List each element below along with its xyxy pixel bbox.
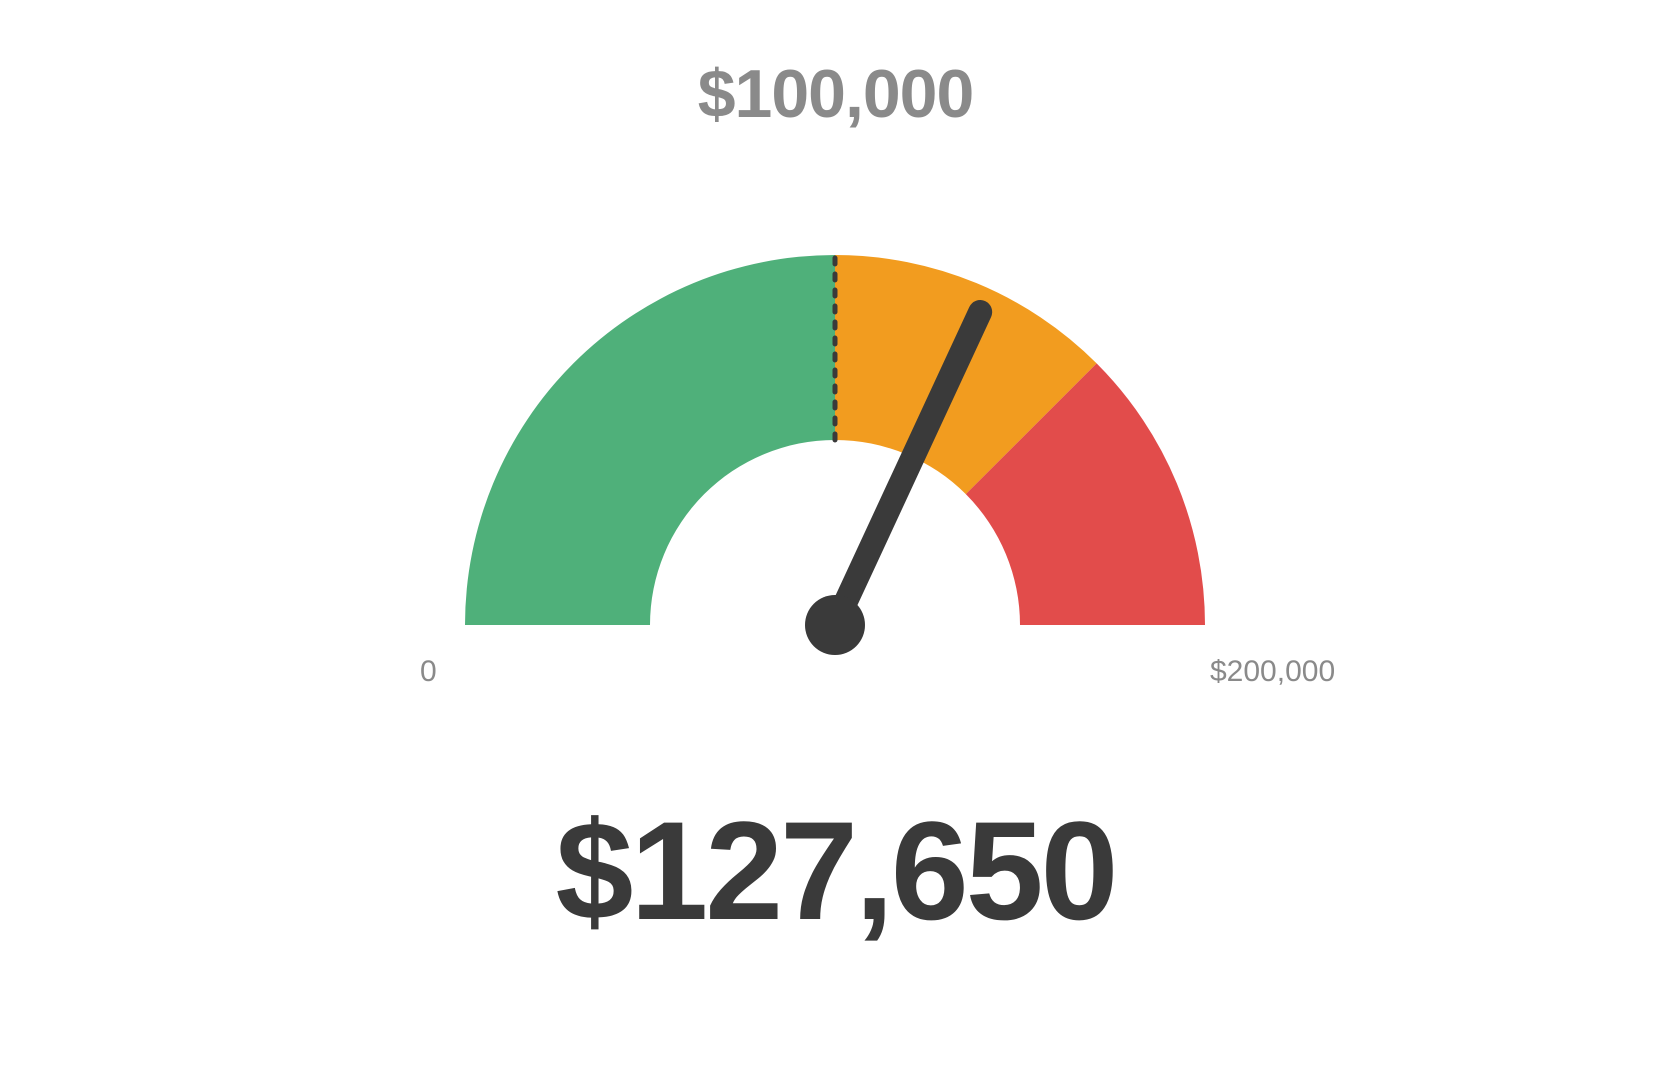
gauge-value-label: $127,650 bbox=[0, 790, 1671, 952]
gauge-max-label: $200,000 bbox=[1210, 655, 1335, 689]
gauge-chart: $100,000 0 $200,000 $127,650 bbox=[0, 0, 1671, 1080]
gauge-min-label: 0 bbox=[420, 655, 437, 689]
gauge-segment bbox=[465, 255, 835, 625]
gauge-target-label: $100,000 bbox=[0, 55, 1671, 133]
gauge-needle-hub bbox=[805, 595, 865, 655]
